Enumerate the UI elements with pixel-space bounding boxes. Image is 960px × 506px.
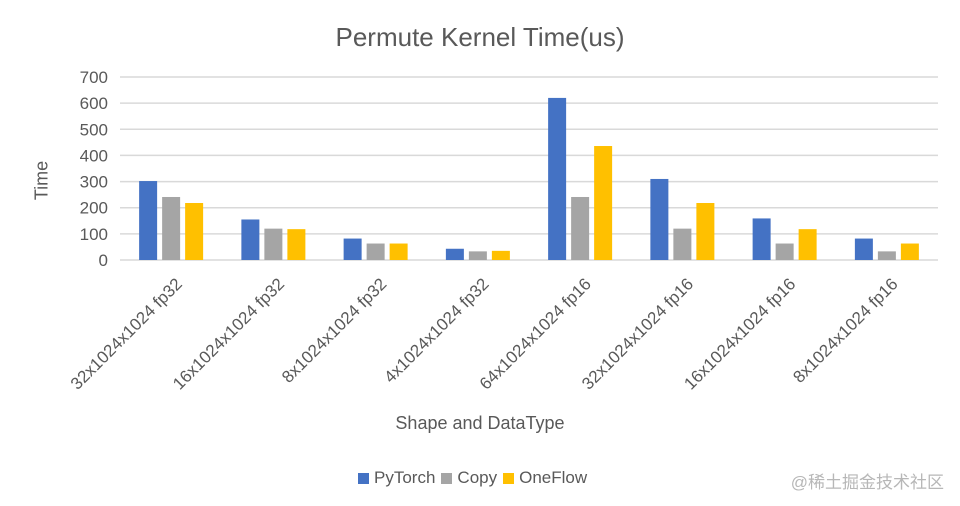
bar-copy (468, 251, 487, 260)
svg-text:32x1024x1024 fp32: 32x1024x1024 fp32 (67, 274, 186, 393)
bar-oneflow (185, 203, 204, 260)
svg-text:8x1024x1024 fp16: 8x1024x1024 fp16 (789, 274, 901, 386)
bar-oneflow (287, 229, 306, 260)
svg-text:200: 200 (80, 199, 108, 218)
bar-pytorch (548, 97, 567, 261)
bar-pytorch (445, 248, 464, 260)
bar-pytorch (752, 218, 771, 260)
svg-text:4x1024x1024 fp32: 4x1024x1024 fp32 (380, 274, 492, 386)
svg-text:300: 300 (80, 173, 108, 192)
bar-copy (162, 196, 181, 260)
bar-oneflow (798, 229, 817, 260)
bar-oneflow (900, 243, 919, 260)
legend-item-copy: Copy (441, 468, 497, 488)
svg-text:8x1024x1024 fp32: 8x1024x1024 fp32 (278, 274, 390, 386)
bar-pytorch (241, 219, 260, 260)
svg-text:100: 100 (80, 225, 108, 244)
legend-item-pytorch: PyTorch (358, 468, 435, 488)
svg-text:600: 600 (80, 94, 108, 113)
legend-swatch (503, 472, 515, 484)
bar-oneflow (594, 146, 613, 260)
svg-text:400: 400 (80, 146, 108, 165)
svg-text:700: 700 (80, 68, 108, 87)
svg-text:64x1024x1024 fp16: 64x1024x1024 fp16 (476, 274, 595, 393)
svg-text:500: 500 (80, 120, 108, 139)
bar-pytorch (854, 238, 873, 260)
bar-pytorch (650, 178, 669, 260)
bar-copy (571, 196, 590, 260)
bar-copy (775, 243, 794, 260)
legend-swatch (441, 472, 453, 484)
svg-text:16x1024x1024 fp32: 16x1024x1024 fp32 (169, 274, 288, 393)
x-axis-label: Shape and DataType (395, 413, 565, 433)
bar-copy (264, 228, 283, 260)
watermark: @稀土掘金技术社区 (790, 473, 944, 492)
svg-text:0: 0 (99, 251, 108, 270)
legend-swatch (358, 472, 369, 484)
legend-item-oneflow: OneFlow (503, 468, 587, 488)
bar-pytorch (139, 181, 158, 260)
bar-copy (877, 251, 896, 260)
chart-title: Permute Kernel Time(us) (335, 22, 625, 52)
svg-text:32x1024x1024 fp16: 32x1024x1024 fp16 (578, 274, 697, 393)
bar-copy (366, 243, 385, 260)
legend: PyTorch Copy OneFlow (358, 468, 587, 488)
bar-oneflow (389, 243, 408, 260)
bar-pytorch (343, 238, 362, 260)
svg-text:16x1024x1024 fp16: 16x1024x1024 fp16 (680, 274, 799, 393)
bar-oneflow (696, 203, 715, 260)
bar-oneflow (491, 250, 510, 260)
bar-copy (673, 228, 692, 260)
